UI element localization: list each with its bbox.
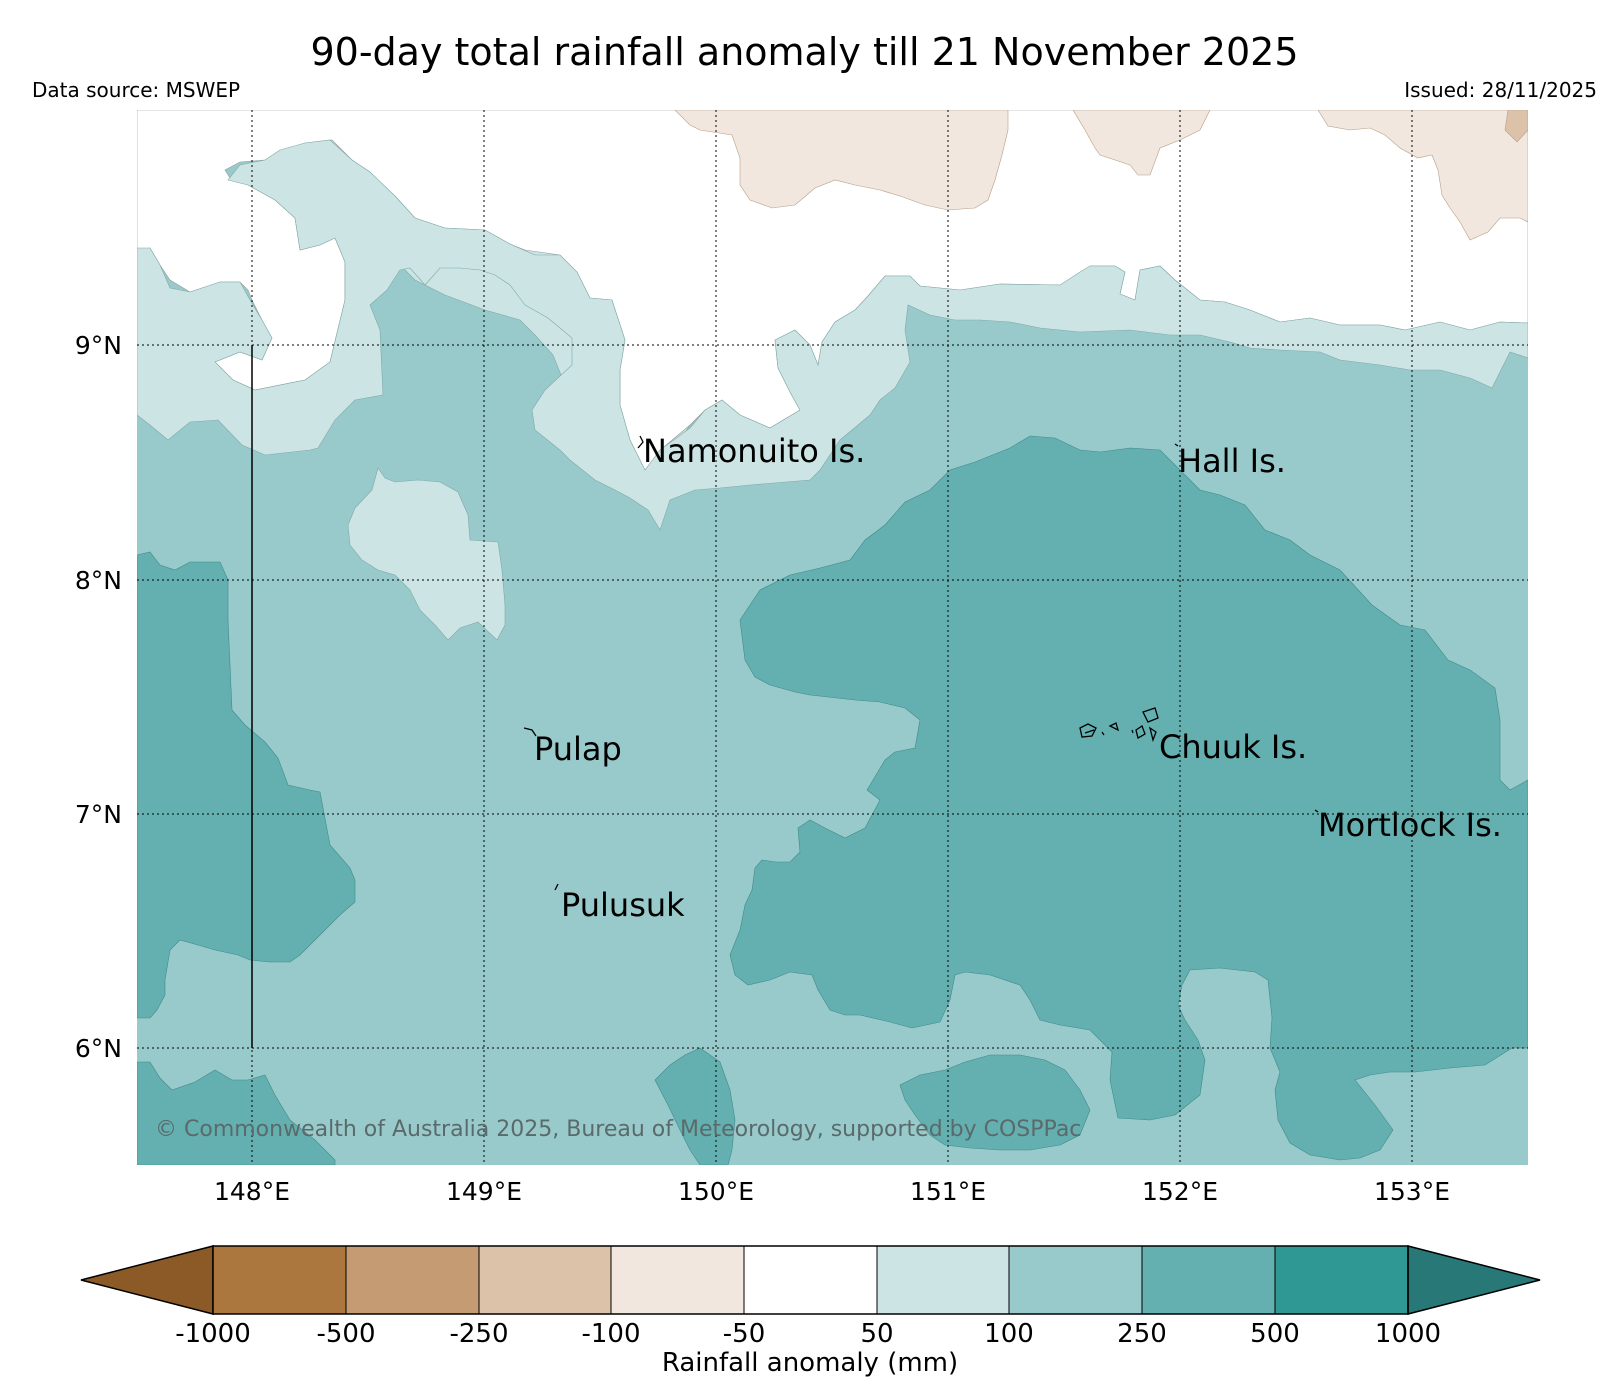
anomaly-band-250-500-east [729, 435, 1528, 1161]
anomaly-band-250-500-south-a [654, 1047, 736, 1165]
colorbar-extend-low [80, 1245, 214, 1315]
colorbar-tick: -1000 [175, 1319, 251, 1349]
lon-tick-label: 152°E [1142, 1177, 1218, 1206]
colorbar-label: Rainfall anomaly (mm) [662, 1348, 958, 1378]
anomaly-band-neg100-neg50-a [674, 110, 1009, 211]
lat-tick-label: 6°N [75, 1034, 122, 1063]
issued-date-label: Issued: 28/11/2025 [1404, 78, 1597, 102]
lon-tick-label: 148°E [214, 1177, 290, 1206]
rainfall-anomaly-map: © Commonwealth of Australia 2025, Bureau… [137, 110, 1528, 1165]
colorbar-swatch [345, 1245, 480, 1315]
colorbar-tick: 1000 [1375, 1319, 1441, 1349]
colorbar-swatch [610, 1245, 745, 1315]
colorbar-extend-high [1407, 1245, 1541, 1315]
colorbar-tick: 50 [860, 1319, 893, 1349]
map-title: 90-day total rainfall anomaly till 21 No… [310, 30, 1299, 74]
colorbar-tick: 250 [1117, 1319, 1167, 1349]
anomaly-band-50-100-west [137, 139, 1528, 531]
anomaly-band-250-500-southwest [137, 1061, 336, 1165]
colorbar-swatch [876, 1245, 1010, 1315]
lon-tick-label: 149°E [446, 1177, 522, 1206]
colorbar-tick: 500 [1250, 1319, 1300, 1349]
island-outlines [523, 435, 1319, 891]
colorbar-swatch [1008, 1245, 1143, 1315]
colorbar-frame [212, 1245, 1409, 1315]
anomaly-band-neg250-neg100 [1504, 110, 1528, 143]
lat-tick-label: 9°N [75, 331, 122, 360]
place-label-chuuk: Chuuk Is. [1159, 728, 1307, 766]
colorbar-tick: 100 [984, 1319, 1034, 1349]
lon-tick-label: 150°E [678, 1177, 754, 1206]
colorbar-tick: -500 [316, 1319, 375, 1349]
graticule [137, 110, 1528, 1165]
place-label-hall: Hall Is. [1178, 442, 1286, 480]
place-label-mortlock: Mortlock Is. [1318, 806, 1502, 844]
colorbar: -1000 -500 -250 -100 -50 50 100 250 500 … [80, 1245, 1541, 1378]
colorbar-swatch [1274, 1245, 1409, 1315]
pulap-outline [523, 727, 537, 737]
anomaly-band-250-500-west [137, 551, 356, 1019]
data-source-label: Data source: MSWEP [32, 78, 241, 102]
colorbar-swatch [478, 1245, 612, 1315]
pulusuk-outline [554, 883, 559, 891]
place-label-pulusuk: Pulusuk [561, 886, 685, 924]
chuuk-lagoon-outline [1079, 707, 1159, 743]
colorbar-swatch [743, 1245, 878, 1315]
colorbar-tick: -50 [723, 1319, 765, 1349]
colorbar-tick: -250 [449, 1319, 508, 1349]
place-label-namonuito: Namonuito Is. [643, 432, 865, 470]
anomaly-band-neg100-neg50-b [1072, 110, 1211, 176]
colorbar-swatch [1141, 1245, 1276, 1315]
colorbar-tick: -100 [581, 1319, 640, 1349]
namonuito-islands-outline [637, 435, 644, 449]
anomaly-band-50-100-patch [347, 467, 506, 641]
copyright-notice: © Commonwealth of Australia 2025, Bureau… [155, 1117, 1081, 1142]
lon-tick-label: 151°E [910, 1177, 986, 1206]
lat-tick-label: 7°N [75, 800, 122, 829]
mortlock-islands-outline [1314, 809, 1319, 813]
anomaly-band-neg100-neg50-c [1317, 110, 1528, 241]
lon-tick-label: 153°E [1374, 1177, 1450, 1206]
colorbar-swatch [212, 1245, 347, 1315]
hall-islands-outline [1174, 443, 1179, 447]
lat-tick-label: 8°N [75, 566, 122, 595]
place-label-pulap: Pulap [534, 730, 622, 768]
